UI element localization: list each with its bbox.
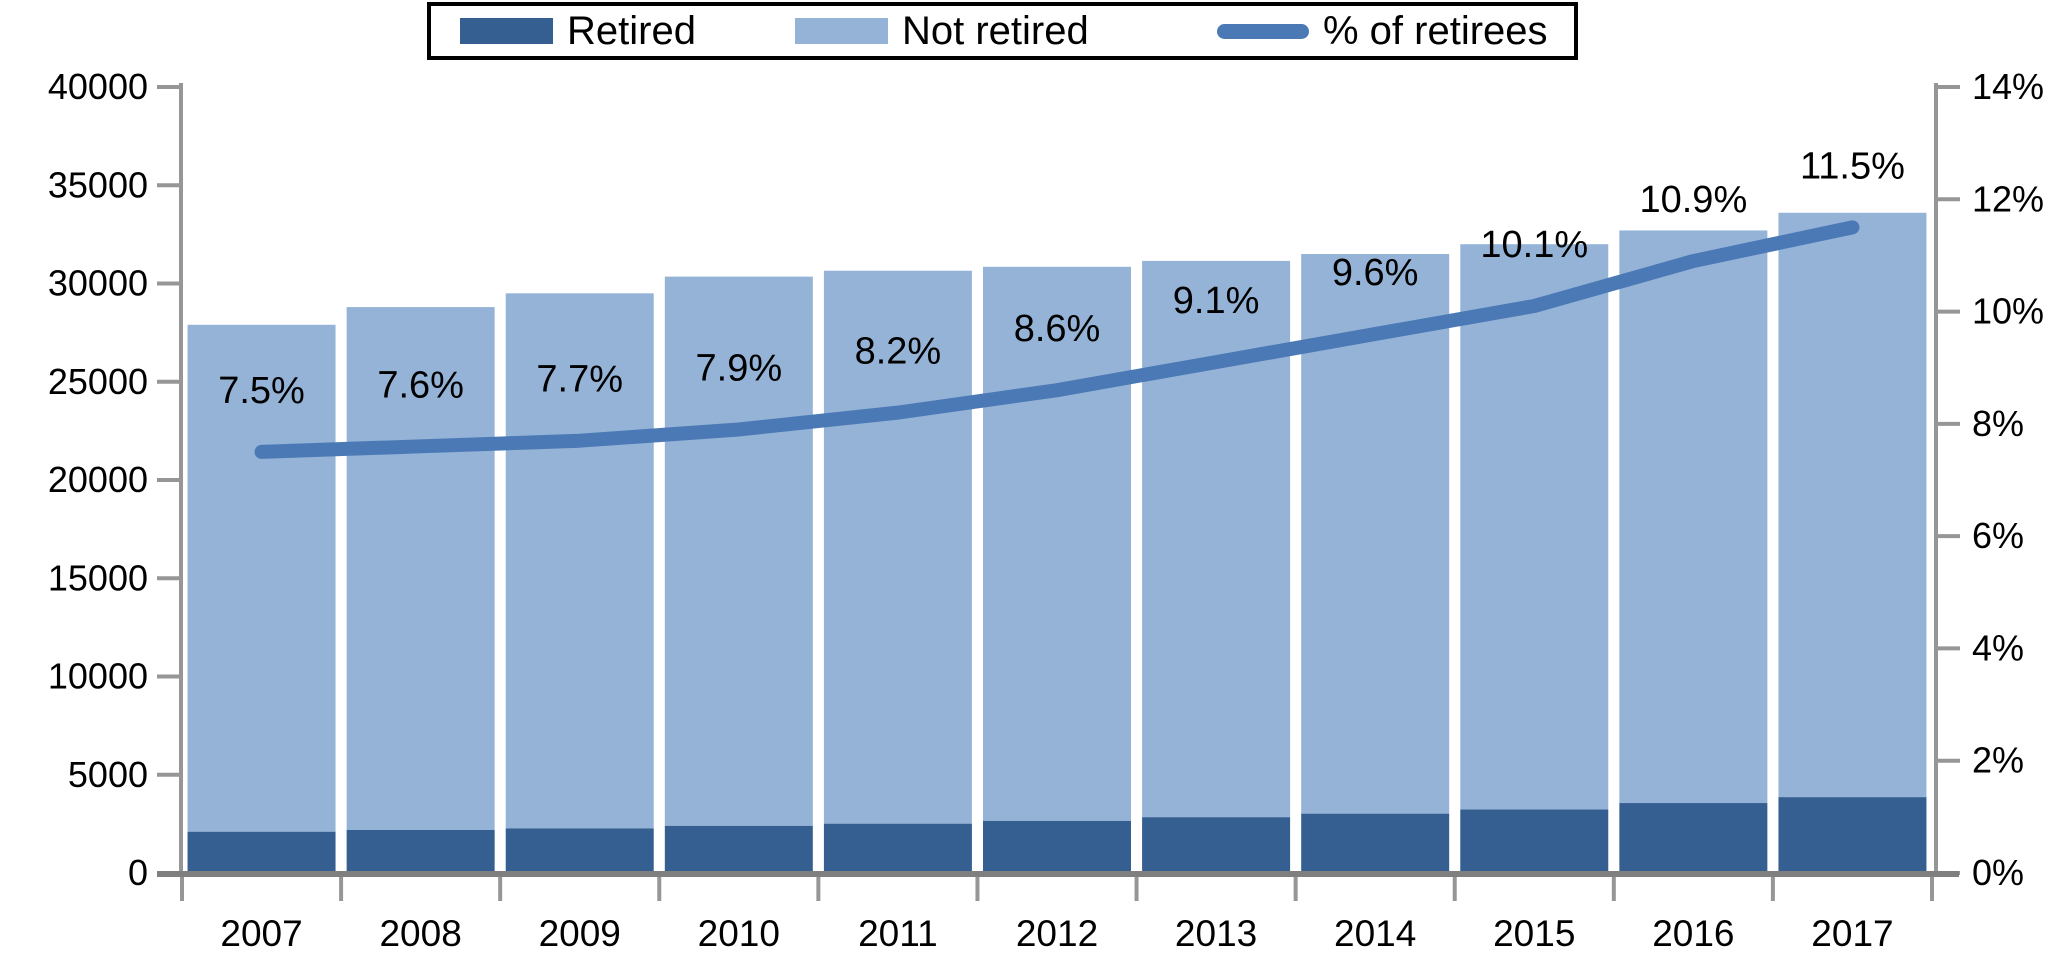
right-axis-tick-label: 8% [1972,403,2024,444]
bar-not-retired-2010 [664,276,813,826]
bar-not-retired-2016 [1619,230,1768,804]
legend-line-swatch-pct-retirees [1217,23,1309,39]
x-axis-label-2015: 2015 [1493,913,1575,954]
bar-not-retired-2007 [187,324,336,832]
right-axis-tick-label: 14% [1972,66,2044,107]
left-axis-tick-label: 25000 [48,361,148,402]
legend-swatch-not-retired [795,18,888,44]
legend-label-retired: Retired [567,8,696,53]
left-axis-tick-label: 15000 [48,557,148,598]
x-axis-label-2012: 2012 [1016,913,1098,954]
x-axis-label-2008: 2008 [379,913,461,954]
x-axis-label-2014: 2014 [1334,913,1416,954]
x-axis-label-2007: 2007 [220,913,302,954]
legend-item-pct-retirees: % of retirees [1217,6,1548,56]
left-axis-tick-label: 20000 [48,459,148,500]
right-axis-tick-label: 10% [1972,291,2044,332]
x-axis-label-2017: 2017 [1811,913,1893,954]
bar-retired-2007 [187,831,336,873]
left-axis-tick-label: 10000 [48,656,148,697]
bottom-axis-line [157,871,1959,877]
bar-not-retired-2011 [823,270,972,824]
point-label-2009: 7.7% [536,359,623,401]
point-label-2007: 7.5% [218,370,305,412]
point-label-2008: 7.6% [377,364,464,406]
legend-label-pct-retirees: % of retirees [1323,8,1548,53]
x-axis-label-2010: 2010 [698,913,780,954]
bar-retired-2012 [983,820,1131,873]
chart-legend: Retired Not retired % of retirees [427,2,1578,60]
right-axis-tick-label: 4% [1972,627,2024,668]
point-label-2016: 10.9% [1639,179,1747,221]
point-label-2013: 9.1% [1173,280,1260,322]
point-label-2011: 8.2% [855,331,942,373]
point-label-2017: 11.5% [1800,145,1905,187]
bar-retired-2017 [1778,797,1927,873]
bar-not-retired-2017 [1778,212,1927,798]
point-label-2014: 9.6% [1332,252,1419,294]
x-axis-label-2009: 2009 [539,913,621,954]
pct-retirees-line [254,220,1860,459]
right-axis-tick-label: 2% [1972,740,2024,781]
bar-retired-2009 [505,828,654,873]
left-axis-tick-label: 40000 [48,66,148,107]
right-axis-tick-label: 6% [1972,515,2024,556]
point-label-2012: 8.6% [1014,308,1101,350]
bar-not-retired-2008 [346,307,495,830]
point-label-2010: 7.9% [696,347,783,389]
legend-item-not-retired: Not retired [795,6,1089,56]
bar-retired-2011 [823,823,972,873]
left-axis-tick-label: 30000 [48,263,148,304]
bar-retired-2016 [1619,803,1768,873]
left-axis-tick-label: 0 [128,852,148,893]
legend-label-not-retired: Not retired [902,8,1089,53]
x-axis-label-2013: 2013 [1175,913,1257,954]
bar-retired-2015 [1460,809,1609,873]
bar-retired-2008 [346,829,495,873]
x-axis-label-2016: 2016 [1652,913,1734,954]
x-axis-label-2011: 2011 [858,913,938,954]
left-axis-tick-label: 35000 [48,164,148,205]
bar-retired-2010 [664,825,813,873]
legend-swatch-retired [460,18,553,44]
bar-retired-2014 [1301,813,1450,873]
right-axis-tick-label: 12% [1972,178,2044,219]
point-label-2015: 10.1% [1480,224,1588,266]
bar-retired-2013 [1142,817,1291,873]
bar-not-retired-2013 [1142,260,1291,818]
bar-not-retired-2015 [1460,244,1609,810]
right-axis-tick-label: 0% [1972,852,2024,893]
bar-not-retired-2009 [505,293,654,829]
legend-item-retired: Retired [460,6,696,56]
left-axis-tick-label: 5000 [68,754,148,795]
bar-not-retired-2012 [983,266,1131,821]
